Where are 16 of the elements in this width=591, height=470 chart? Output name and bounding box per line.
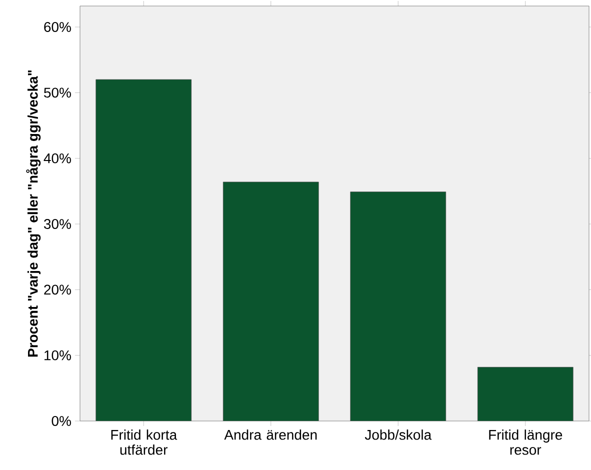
bar — [350, 192, 446, 421]
x-tick-label: Fritid längre resor — [489, 430, 562, 455]
x-tick-label: Jobb/skola — [364, 430, 432, 440]
x-tick-label: Fritid korta utfärder — [111, 430, 178, 455]
bar — [96, 80, 192, 421]
y-tick-label: 0% — [52, 416, 71, 426]
y-tick-label: 40% — [44, 153, 71, 164]
y-tick-label: 30% — [44, 219, 71, 229]
bar — [223, 182, 319, 421]
y-tick-label: 10% — [44, 350, 71, 360]
x-tick-label: Andra ärenden — [224, 430, 317, 440]
bar — [477, 366, 574, 421]
y-tick-label: 60% — [44, 22, 71, 32]
y-tick-label: 20% — [44, 284, 71, 295]
y-tick-label: 50% — [44, 88, 71, 98]
y-axis-title: Procent "varje dag" eller "några ggr/vecka" — [26, 70, 41, 357]
